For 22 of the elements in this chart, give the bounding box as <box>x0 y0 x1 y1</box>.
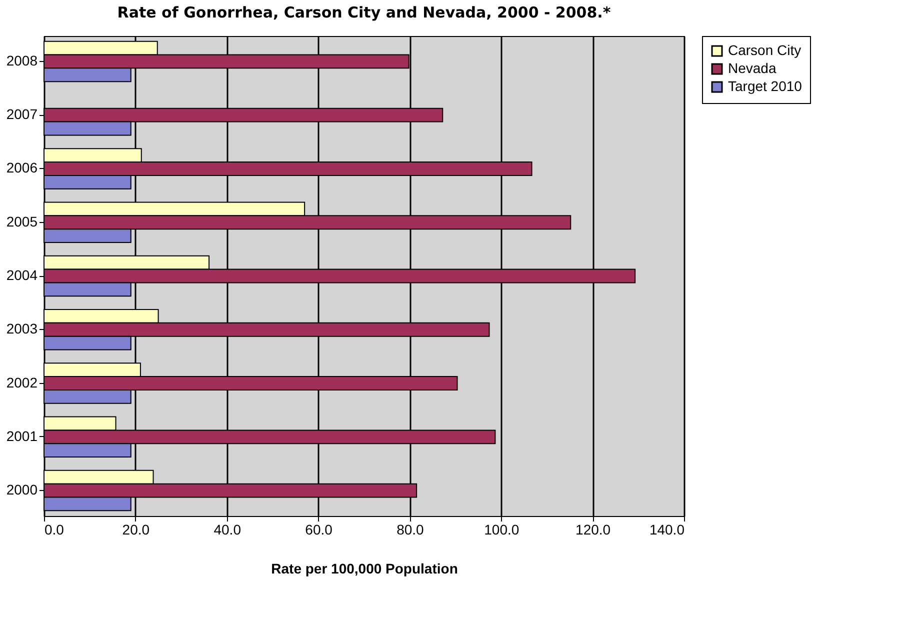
x-axis-title: Rate per 100,000 Population <box>271 560 458 576</box>
y-tick-label: 2001 <box>6 428 38 444</box>
x-tick-label: 80.0 <box>396 522 424 538</box>
x-tick-label: 20.0 <box>122 522 150 538</box>
x-tick-label: 100.0 <box>484 522 520 538</box>
legend-label: Target 2010 <box>728 78 802 94</box>
x-tick-label: 140.0 <box>649 522 685 538</box>
x-tick-label: 120.0 <box>576 522 611 538</box>
y-tick-label: 2007 <box>6 106 38 122</box>
x-tick-label: 40.0 <box>214 522 242 538</box>
y-tick-label: 2003 <box>6 320 38 337</box>
legend-label: Nevada <box>728 60 776 76</box>
y-tick-label: 2005 <box>6 213 38 230</box>
y-tick-label: 2008 <box>6 52 38 68</box>
y-tick-label: 2004 <box>6 267 38 283</box>
y-tick-label: 2000 <box>6 482 38 498</box>
y-tick-label: 2002 <box>6 374 38 390</box>
chart-title: Rate of Gonorrhea, Carson City and Nevada, 2000 - 2008.* <box>117 4 611 22</box>
legend-label: Carson City <box>728 42 802 58</box>
y-tick-label: 2006 <box>6 160 38 176</box>
x-tick-label: 0.0 <box>44 522 64 538</box>
x-tick-label: 60.0 <box>305 522 333 538</box>
